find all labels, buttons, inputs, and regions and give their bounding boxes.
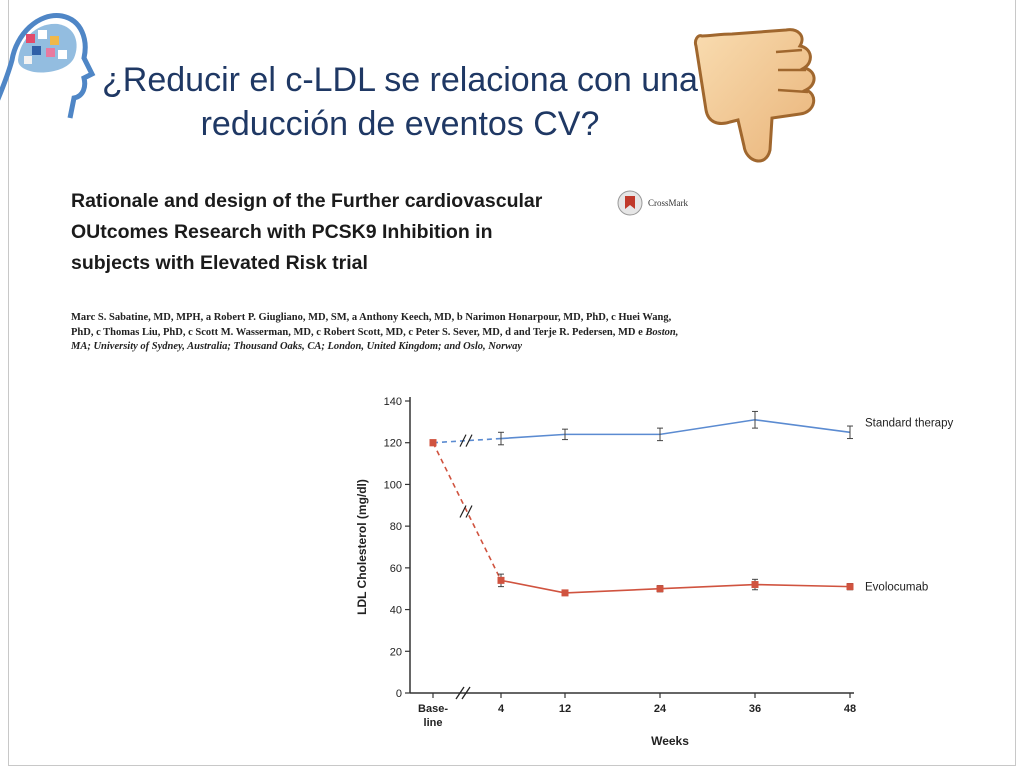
evolocumab-label: Evolocumab [865,582,928,594]
x-tick-label: 4 [498,703,505,715]
y-tick-label: 140 [384,396,402,408]
brain-head-logo [0,13,96,119]
x-axis-break-mark [455,686,465,700]
x-axis-break-mark [461,686,471,700]
standard-therapy-break-mark [459,434,467,447]
evolocumab-point [846,583,854,591]
x-tick-label-baseline-line2: line [424,717,443,729]
crossmark-icon [617,190,643,216]
evolocumab-line [500,579,851,594]
evolocumab-point [497,576,505,584]
y-tick-label: 40 [390,605,402,617]
slide-frame [8,0,1016,766]
x-tick-label: 24 [654,703,667,715]
standard-therapy-label: Standard therapy [865,417,953,429]
x-tick-label: 12 [559,703,571,715]
evolocumab-point [751,581,759,589]
evolocumab-break-mark [459,505,467,518]
evolocumab-point [429,439,437,447]
crossmark-label: CrossMark [648,198,688,208]
crossmark-badge[interactable]: CrossMark [617,190,688,216]
x-tick-label-baseline-line1: Base- [418,703,448,715]
ldl-chart: 0 20 40 60 80 100 120 140 Base-line 4 12 24 36 48 Week… [355,396,953,748]
evolocumab-break-mark [465,505,473,518]
y-tick-label: 120 [384,438,402,450]
y-tick-label: 20 [390,646,402,658]
standard-therapy-break-mark [465,434,473,447]
author-affiliations: Boston, MA; University of Sydney, Austra… [71,326,679,353]
evolocumab-baseline-segment [432,442,502,581]
evolocumab-point [656,585,664,593]
x-axis-title: Weeks [651,734,689,748]
paper-authors: Marc S. Sabatine, MD, MPH, a Robert P. G… [71,311,696,355]
x-tick-label: 36 [749,703,761,715]
standard-therapy-baseline-segment [432,437,502,444]
y-tick-label: 0 [396,688,402,700]
paper-title: Rationale and design of the Further card… [71,190,543,274]
standard-therapy-line [500,418,851,440]
y-axis-title: LDL Cholesterol (mg/dl) [355,479,369,615]
y-tick-label: 100 [384,479,402,491]
x-tick-label: 48 [844,703,856,715]
evolocumab-point [561,589,569,597]
thumbs-down-icon [694,28,816,163]
slide-title: ¿Reducir el c-LDL se relaciona con una r… [102,61,698,143]
author-list: Marc S. Sabatine, MD, MPH, a Robert P. G… [71,312,672,338]
y-tick-label: 60 [390,563,402,575]
y-tick-label: 80 [390,521,402,533]
